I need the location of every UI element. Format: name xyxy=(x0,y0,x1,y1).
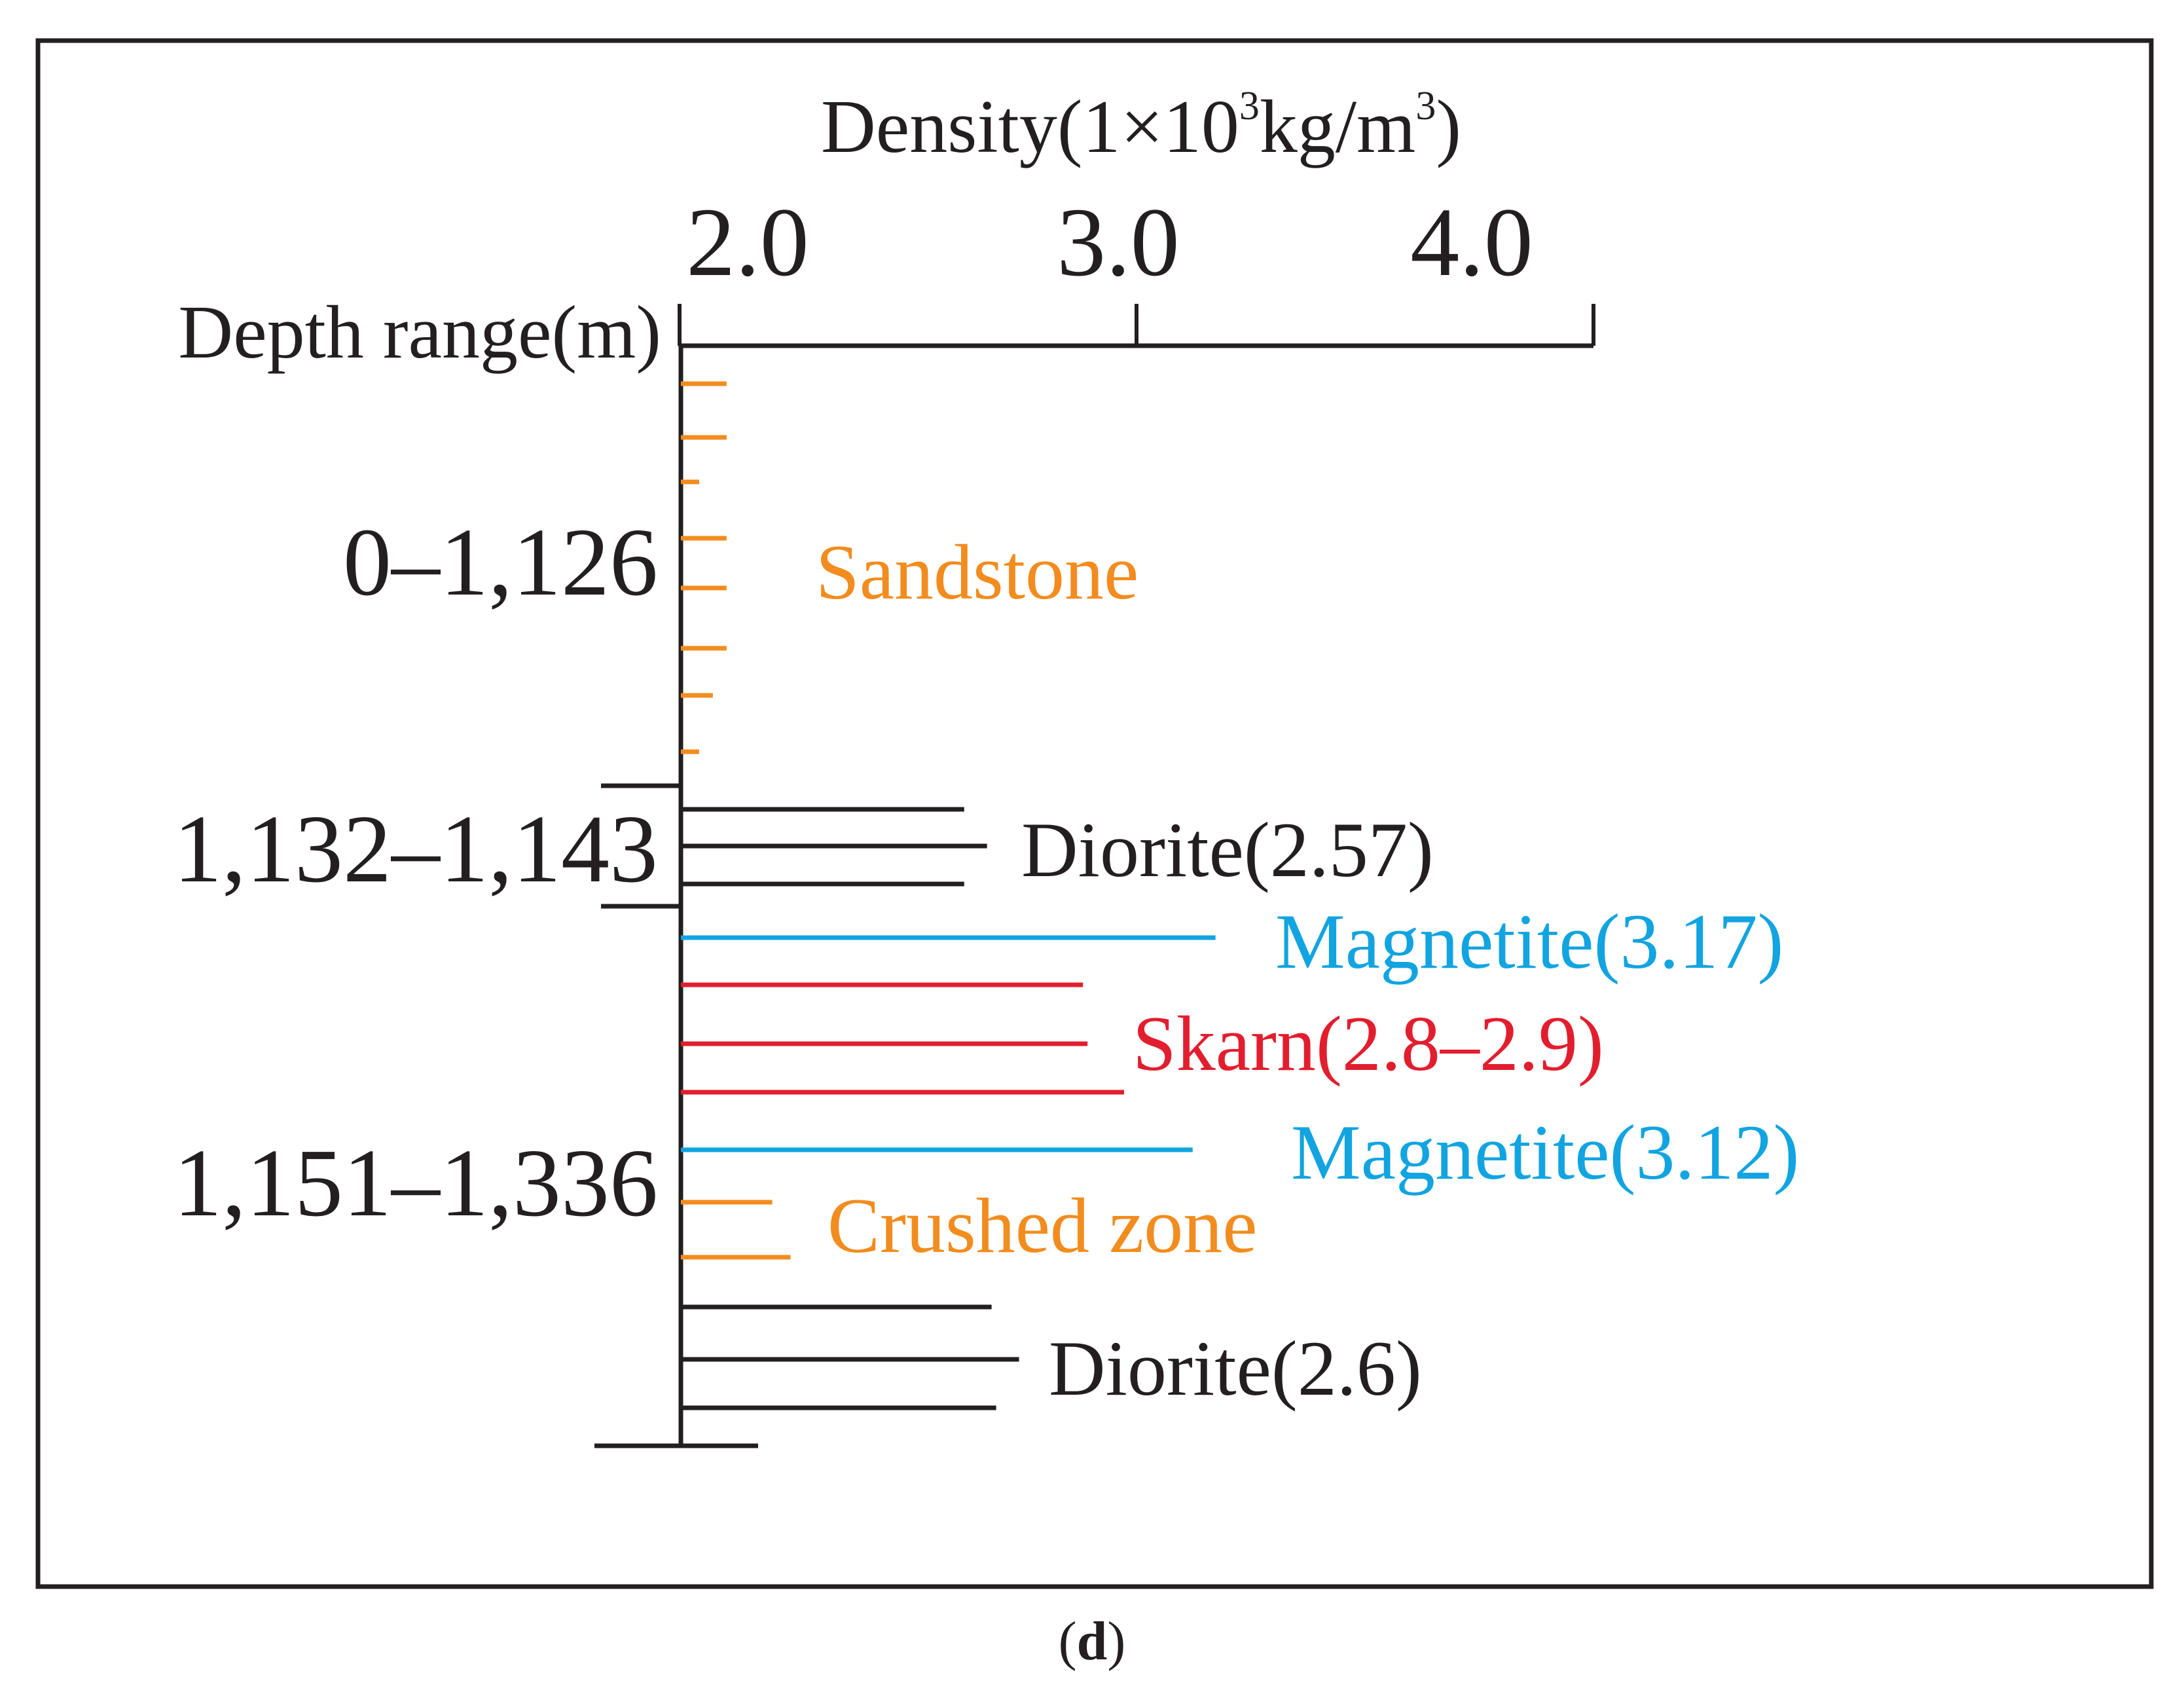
series-label-skarn: Skarn(2.8–2.9) xyxy=(1133,1000,1604,1087)
chart-marks xyxy=(594,304,1595,1448)
x-tick-label: 4.0 xyxy=(1410,188,1533,297)
depth-range-label: 1,151–1,336 xyxy=(173,1130,658,1237)
figure-frame xyxy=(35,38,2154,1589)
series-label-diorite: Diorite(2.6) xyxy=(1049,1325,1422,1412)
panel-label: (d) xyxy=(1059,1611,1126,1672)
x-tick-label: 2.0 xyxy=(686,188,809,297)
x-tick-label: 3.0 xyxy=(1057,188,1180,297)
series-label-crushed-zone: Crushed zone xyxy=(828,1182,1257,1269)
series-label-diorite: Diorite(2.57) xyxy=(1021,806,1434,893)
chart-title: Density(1×103kg/m3) xyxy=(821,84,1461,169)
depth-range-label: 0–1,126 xyxy=(343,509,658,616)
series-label-magnetite: Magnetite(3.12) xyxy=(1291,1109,1799,1196)
y-axis-label: Depth range(m) xyxy=(178,291,661,375)
depth-range-label: 1,132–1,143 xyxy=(173,796,658,903)
series-label-magnetite: Magnetite(3.17) xyxy=(1275,898,1783,985)
series-label-sandstone: Sandstone xyxy=(816,528,1138,616)
